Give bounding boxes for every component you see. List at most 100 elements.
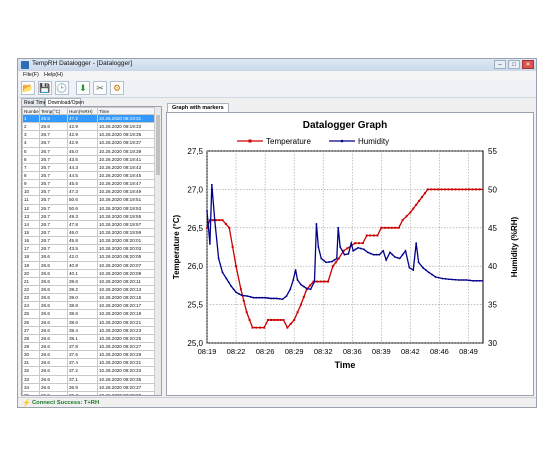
x-tick-label: 08:22 — [227, 347, 246, 356]
temperature-point — [409, 211, 412, 214]
cell-temp: 26.7 — [39, 170, 68, 181]
app-icon — [21, 61, 29, 69]
table-row[interactable]: 27 26.6 38.4 10.26.2020 08:20:23 — [22, 325, 156, 335]
minimize-button[interactable]: – — [494, 60, 506, 69]
table-row[interactable]: 15 26.7 46.0 10.26.2020 08:19:59 — [22, 227, 156, 238]
download-icon[interactable]: ⬇ — [76, 81, 90, 95]
humidity-point — [357, 246, 359, 249]
humidity-point — [408, 266, 411, 269]
temperature-point — [231, 246, 234, 248]
cell-time: 10.26.2020 08:20:13 — [97, 284, 156, 295]
status-text: Connect Success: T+RH — [32, 400, 100, 406]
table-row[interactable]: 7 26.7 44.3 10.26.2020 08:19:43 — [22, 162, 156, 172]
table-row[interactable]: 26 26.6 38.6 10.26.2020 08:20:21 — [22, 317, 156, 327]
close-button[interactable]: ✕ — [522, 60, 534, 69]
temperature-point — [218, 219, 221, 222]
cell-number: 11 — [22, 195, 40, 205]
open-folder-icon[interactable]: 📂 — [21, 81, 35, 95]
table-row[interactable]: 1 26.5 47.2 10.26.2020 08:19:31 — [22, 113, 156, 124]
humidity-point — [213, 219, 216, 222]
cell-temp: 26.7 — [39, 219, 68, 229]
table-row[interactable]: 4 26.7 42.9 10.26.2020 08:19:37 — [22, 138, 156, 148]
table-row[interactable]: 24 26.6 38.8 10.26.2020 08:20:17 — [22, 301, 156, 311]
table-row[interactable]: 28 26.6 38.1 10.26.2020 08:20:25 — [22, 333, 156, 343]
table-row[interactable]: 18 26.6 42.0 10.26.2020 08:20:05 — [22, 252, 156, 262]
table-row[interactable]: 2 26.6 42.9 10.26.2020 08:19:33 — [22, 122, 156, 132]
legend-temperature-marker — [248, 139, 252, 143]
cell-number: 2 — [22, 122, 40, 132]
table-row[interactable]: 32 26.6 37.2 10.26.2020 08:20:33 — [22, 366, 156, 376]
cell-temp: 26.6 — [39, 333, 68, 343]
table-row[interactable]: 6 26.7 43.5 10.26.2020 08:19:41 — [22, 154, 156, 164]
tools-icon[interactable]: ✂ — [93, 81, 107, 95]
table-row[interactable]: 3 26.7 42.9 10.26.2020 08:19:35 — [22, 130, 156, 140]
temperature-point — [423, 192, 426, 195]
cell-number: 7 — [22, 162, 40, 172]
table-row[interactable]: 25 26.6 38.6 10.26.2020 08:20:19 — [22, 309, 156, 319]
cell-hum: 38.8 — [67, 301, 98, 311]
table-row[interactable]: 22 26.6 39.2 10.26.2020 08:20:13 — [22, 284, 156, 295]
table-row[interactable]: 13 26.7 49.3 10.26.2020 08:19:55 — [22, 211, 156, 221]
table-scrollbar[interactable] — [154, 107, 161, 395]
table-row[interactable]: 14 26.7 47.8 10.26.2020 08:19:57 — [22, 219, 156, 229]
menu-help[interactable]: Help(H) — [44, 72, 63, 78]
maximize-button[interactable]: □ — [508, 60, 520, 69]
table-row[interactable]: 21 26.6 39.6 10.26.2020 08:20:11 — [22, 276, 156, 286]
table-row[interactable]: 30 26.6 37.6 10.26.2020 08:20:29 — [22, 350, 156, 360]
humidity-point — [378, 253, 381, 256]
table-row[interactable]: 10 26.7 47.3 10.26.2020 08:19:49 — [22, 187, 156, 197]
table-row[interactable]: 31 26.6 37.4 10.26.2020 08:20:31 — [22, 358, 156, 368]
tab-graph-with-markers[interactable]: Graph with markers — [167, 103, 229, 112]
table-row[interactable]: 33 26.6 37.1 10.26.2020 08:20:35 — [22, 374, 156, 384]
cell-temp: 26.5 — [39, 113, 68, 124]
cell-time: 10.26.2020 08:20:03 — [97, 244, 156, 254]
table-row[interactable]: 9 26.7 45.5 10.26.2020 08:19:47 — [22, 179, 156, 189]
table-row[interactable]: 34 26.6 36.9 10.26.2020 08:20:37 — [22, 382, 156, 392]
temperature-point — [437, 188, 440, 191]
temperature-point — [397, 226, 400, 229]
temperature-point — [376, 234, 379, 237]
table-row[interactable]: 11 26.7 50.6 10.26.2020 08:19:51 — [22, 195, 156, 205]
column-header-temp[interactable]: Temp(°C) — [39, 107, 68, 115]
column-header-time[interactable]: Time — [97, 107, 156, 115]
clock-icon[interactable]: 🕒 — [55, 81, 69, 95]
humidity-point — [372, 253, 375, 256]
y-right-tick-label: 40 — [488, 262, 497, 271]
temperature-point — [215, 219, 218, 222]
settings-icon[interactable]: ⚙ — [110, 81, 124, 95]
table-row[interactable]: 19 26.6 40.9 10.26.2020 08:20:07 — [22, 260, 156, 270]
humidity-point — [382, 249, 385, 252]
table-row[interactable]: 17 26.7 43.5 10.26.2020 08:20:03 — [22, 244, 156, 254]
menu-file[interactable]: File(F) — [23, 72, 39, 78]
column-header-number[interactable]: Number — [22, 107, 40, 115]
y-left-axis-label: Temperature (°C) — [172, 214, 181, 279]
table-row[interactable]: 23 26.6 39.0 10.26.2020 08:20:15 — [22, 293, 156, 303]
table-row[interactable]: 16 26.7 45.8 10.26.2020 08:20:01 — [22, 236, 156, 246]
table-row[interactable]: 29 26.6 37.8 10.26.2020 08:20:27 — [22, 341, 156, 352]
temperature-point — [293, 318, 296, 321]
temperature-point — [361, 242, 364, 245]
humidity-point — [431, 273, 434, 276]
tab-real-time[interactable]: Real Time — [21, 98, 47, 106]
table-row[interactable]: 35 26.5 36.7 10.26.2020 08:20:39 — [22, 390, 156, 395]
save-icon[interactable]: 💾 — [38, 81, 52, 95]
temperature-point — [342, 249, 345, 252]
cell-temp: 26.7 — [39, 138, 68, 148]
y-right-tick-label: 35 — [488, 301, 497, 310]
humidity-point — [317, 246, 320, 248]
cell-number: 34 — [22, 382, 40, 392]
tab-download-open[interactable]: Download/Open — [45, 98, 84, 106]
column-header-hum[interactable]: Hum(%RH) — [67, 107, 98, 115]
table-row[interactable]: 5 26.7 45.0 10.26.2020 08:19:39 — [22, 146, 156, 156]
cell-hum: 43.5 — [67, 244, 98, 254]
humidity-point — [352, 249, 355, 252]
cell-number: 29 — [22, 341, 40, 352]
table-row[interactable]: 8 26.7 44.5 10.26.2020 08:19:45 — [22, 170, 156, 181]
table-row[interactable]: 12 26.7 50.6 10.26.2020 08:19:53 — [22, 203, 156, 213]
cell-temp: 26.7 — [39, 244, 68, 254]
table-row[interactable]: 20 26.6 40.1 10.26.2020 08:20:09 — [22, 268, 156, 278]
cell-time: 10.26.2020 08:20:23 — [97, 325, 156, 335]
humidity-point — [444, 277, 447, 280]
scrollbar-thumb[interactable] — [156, 115, 160, 175]
temperature-point — [405, 215, 408, 218]
